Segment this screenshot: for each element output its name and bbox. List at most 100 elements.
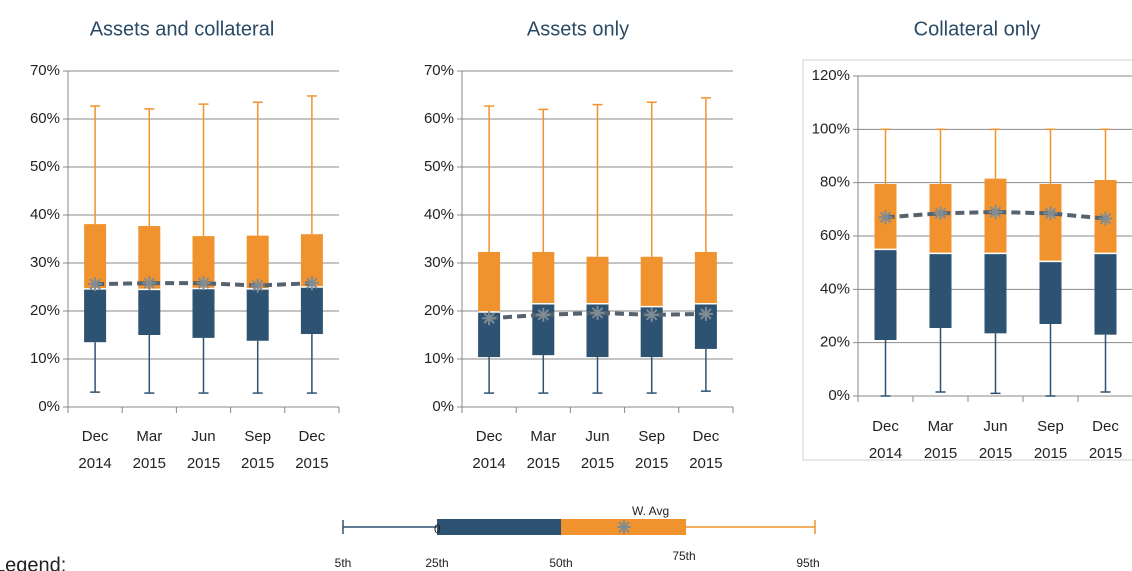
avg-marker [878,210,893,225]
lower-box [1039,261,1062,324]
upper-box [694,251,717,304]
upper-box [138,226,161,290]
avg-marker [933,206,948,221]
avg-marker-stroke [700,308,712,320]
y-tick-label: 40% [820,280,850,297]
legend-label: 25th [425,556,448,570]
y-tick-label: 70% [424,62,454,79]
x-tick-label: Dec [476,428,503,445]
legend: W. Avg 0 5th 25th 50th 75th 95th Legend: [0,504,820,571]
y-tick-label: 80% [820,174,850,191]
avg-marker [536,307,551,322]
upper-box [300,234,323,287]
avg-marker [304,276,319,291]
avg-line [885,209,1106,221]
chart-title: Assets only [527,18,629,40]
plot-frame [802,59,1132,461]
upper-box [246,235,269,289]
x-tick-label: Dec [693,428,720,445]
legend-avg-label: W. Avg [632,504,669,518]
legend-label: 75th [672,549,695,563]
y-tick-label: 20% [424,302,454,319]
avg-marker [698,306,713,321]
avg-marker-stroke [1044,207,1057,220]
y-tick-label: 20% [30,302,60,319]
x-tick-label: 2015 [979,445,1012,462]
avg-marker [590,305,605,320]
x-tick-label: Sep [638,428,665,445]
avg-line [95,281,312,288]
avg-marker [142,276,157,291]
avg-line [488,310,706,321]
avg-marker [88,277,103,292]
x-tick-label: 2015 [133,455,166,472]
y-tick-label: 30% [30,254,60,271]
avg-marker-stroke [879,211,892,224]
x-tick-label: 2015 [1034,445,1067,462]
lower-box [984,253,1007,334]
x-tick-label: Jun [585,428,609,445]
avg-marker-stroke [989,206,1002,218]
avg-marker-stroke [1099,212,1112,225]
lower-box [138,289,161,335]
legend-label: 5th [335,556,352,570]
avg-marker [644,307,659,322]
lower-box [84,288,107,343]
x-tick-label: Mar [530,428,556,445]
y-tick-label: 0% [38,398,60,415]
x-tick-label: 2015 [241,455,274,472]
avg-marker-stroke [251,279,264,292]
y-tick-label: 40% [30,206,60,223]
x-tick-label: 2015 [527,455,560,472]
lower-box [246,288,269,341]
upper-box [640,256,663,307]
y-tick-label: 20% [820,334,850,351]
x-tick-label: Dec [82,428,109,445]
avg-marker-stroke [306,277,318,289]
avg-marker-stroke [197,277,210,289]
lower-box [300,287,323,335]
x-tick-label: 2015 [295,455,328,472]
x-tick-label: Mar [928,418,954,435]
avg-marker-stroke [483,312,495,324]
y-tick-label: 0% [432,398,454,415]
avg-marker [250,278,265,293]
y-tick-label: 60% [424,110,454,127]
x-tick-label: Sep [1037,418,1064,435]
y-tick-label: 100% [812,120,850,137]
avg-marker [482,311,497,326]
avg-marker [1043,206,1058,221]
x-tick-label: Sep [244,428,271,445]
x-tick-label: 2014 [869,445,902,462]
x-tick-label: 2014 [472,455,505,472]
x-tick-label: Dec [872,418,899,435]
x-tick-label: 2015 [581,455,614,472]
x-tick-label: 2015 [924,445,957,462]
avg-marker [1098,211,1113,226]
x-tick-label: 2014 [78,455,111,472]
y-tick-label: 70% [30,62,60,79]
y-tick-label: 60% [820,227,850,244]
legend-marker-label: 0 [434,522,441,536]
y-tick-label: 120% [812,67,850,84]
x-tick-label: Dec [1092,418,1119,435]
lower-box [478,311,501,358]
legend-lower-box [437,519,561,535]
legend-label: 50th [549,556,572,570]
avg-marker [988,205,1003,219]
x-tick-label: 2015 [1089,445,1122,462]
y-tick-label: 10% [30,350,60,367]
y-tick-label: 50% [424,158,454,175]
avg-marker-stroke [645,309,658,321]
avg-marker-stroke [89,278,101,290]
chart-title: Assets and collateral [90,18,275,40]
upper-box [586,256,609,304]
lower-box [192,288,215,338]
upper-box [1039,184,1062,262]
x-tick-label: 2015 [689,455,722,472]
chart-title: Collateral only [914,18,1041,40]
upper-box [192,236,215,289]
x-tick-label: 2015 [635,455,668,472]
legend-title: Legend: [0,554,66,571]
